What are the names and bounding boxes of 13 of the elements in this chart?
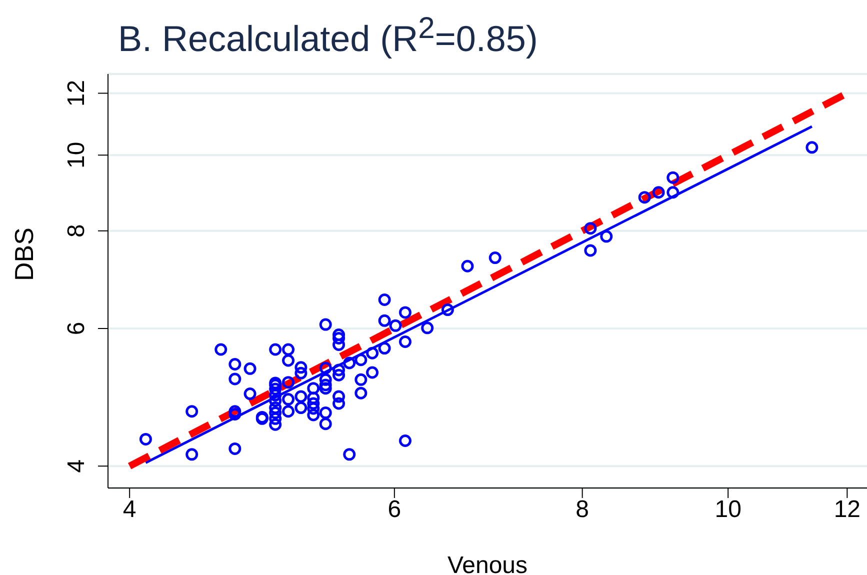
x-axis-title: Venous — [447, 552, 528, 575]
chart-title: B. Recalculated (R$^{2}$=0.85) — [118, 12, 538, 60]
x-tick-label: 8 — [576, 496, 590, 524]
x-tick-label: 10 — [714, 496, 742, 524]
y-tick-label: 12 — [63, 80, 90, 107]
x-tick-label: 6 — [388, 496, 402, 524]
y-tick-label: 4 — [63, 459, 90, 473]
x-tick-label: 12 — [834, 496, 861, 524]
y-tick-label: 10 — [63, 142, 90, 168]
y-tick-label: 6 — [63, 322, 90, 336]
y-axis-title: DBS — [9, 228, 40, 281]
x-tick-label: 4 — [122, 496, 136, 524]
y-tick-label: 8 — [63, 224, 90, 238]
